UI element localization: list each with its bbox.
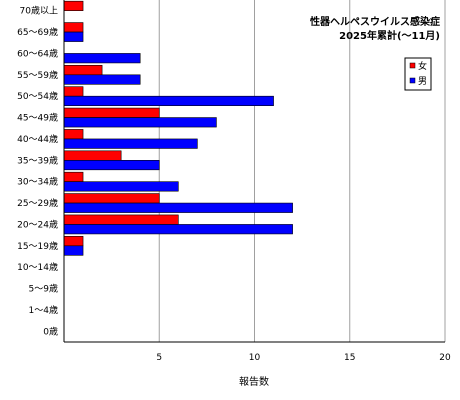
bar-female [63,129,84,140]
bar-female [63,171,84,182]
y-tick-label: 10～14歳 [17,261,58,273]
x-tick-labels: 5 10 15 20 [156,353,451,363]
bar-male [63,31,84,42]
bar-male [63,181,179,192]
gridlines [158,0,446,342]
y-tick-label: 60～64歳 [17,47,58,59]
y-tick-label: 0歳 [43,325,58,337]
chart-title-line-2: 2025年累計(～11月) [339,29,440,42]
y-tick-label: 1～4歳 [29,304,58,316]
bar-male [63,117,217,128]
legend-label-female: 女 [418,60,427,72]
y-tick-label: 30～34歳 [17,176,58,188]
bar-male [63,138,198,149]
bar-female [63,107,160,118]
x-tick-label: 20 [439,353,451,363]
x-tick-label: 5 [156,353,162,363]
y-tick-label: 45～49歳 [17,112,58,124]
bar-female [63,86,84,97]
bar-female [63,22,84,33]
y-tick-label: 25～29歳 [17,197,58,209]
bar-female [63,193,160,204]
bar-female [63,0,84,11]
y-tick-label: 20～24歳 [17,218,58,230]
bar-male [63,53,141,64]
chart-title-line-1: 性器ヘルペスウイルス感染症 [309,15,440,28]
bar-male [63,202,293,213]
bar-male [63,160,160,171]
bar-female [63,65,103,76]
x-tick-label: 15 [344,353,355,363]
y-tick-label: 65～69歳 [17,26,58,38]
y-tick-labels: 70歳以上 65～69歳 60～64歳 55～59歳 50～54歳 45～49歳 40～44… [17,5,58,338]
bar-male [63,224,293,235]
bar-male [63,74,141,85]
bar-female [63,150,122,161]
y-tick-label: 40～44歳 [17,133,58,145]
bars [63,0,293,256]
legend: 女 男 [404,57,432,91]
legend-label-male: 男 [418,76,427,87]
chart-title: 性器ヘルペスウイルス感染症 2025年累計(～11月) [309,15,440,42]
y-tick-label: 5～9歳 [29,283,58,295]
bar-female [63,236,84,247]
legend-box [404,57,432,91]
bar-male [63,95,274,106]
bar-male [63,245,84,256]
y-tick-label: 35～39歳 [17,154,58,166]
legend-swatch-male [409,77,416,84]
y-tick-label: 70歳以上 [20,5,58,17]
x-axis-label: 報告数 [239,375,269,388]
bar-female [63,214,179,225]
legend-swatch-female [409,62,416,69]
y-tick-label: 55～59歳 [17,69,58,81]
y-tick-label: 50～54歳 [17,90,58,102]
x-tick-label: 10 [249,353,261,363]
y-tick-label: 15～19歳 [17,240,58,252]
